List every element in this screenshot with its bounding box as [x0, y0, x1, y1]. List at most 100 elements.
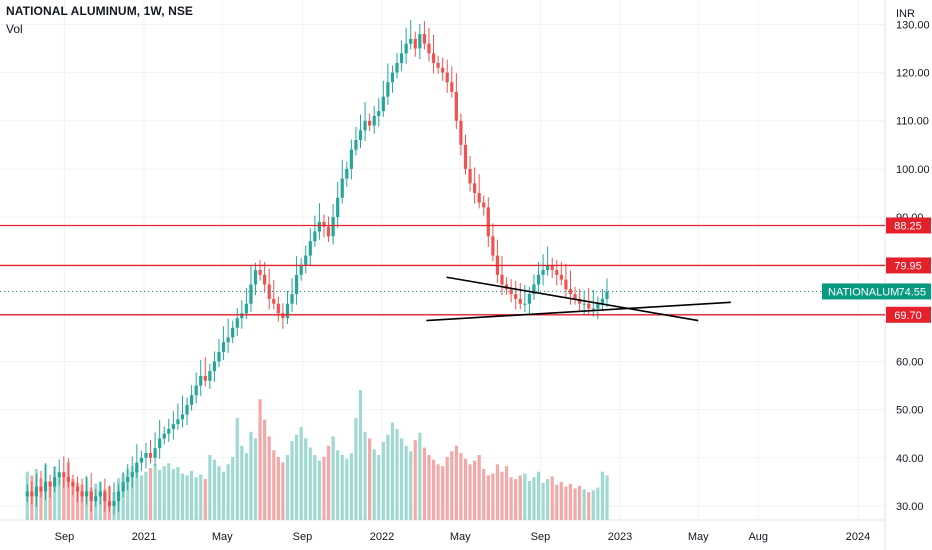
candle-body [605, 291, 609, 299]
volume-bar [212, 459, 217, 520]
price-tags: 88.25 79.95 69.70 NATIONALUM 74.55 [822, 217, 931, 323]
volume-bar [605, 475, 609, 520]
candle-body [43, 481, 48, 492]
volume-bar [600, 471, 605, 520]
candle-body [368, 120, 372, 126]
candle-body [390, 72, 395, 83]
volume-bar [217, 466, 221, 520]
candle-body [536, 274, 541, 285]
candle-body [422, 34, 427, 44]
x-tick-label: May [212, 531, 233, 543]
volume-bar [281, 462, 285, 520]
candle-body [381, 96, 385, 112]
volume-bar [500, 471, 504, 520]
volume-bar [313, 455, 317, 520]
candle-body [395, 62, 399, 73]
x-tick-label: 2023 [608, 531, 632, 543]
volume-bar [431, 459, 436, 520]
volume-bar [331, 436, 335, 520]
candle-body [116, 491, 121, 502]
volume-bar [395, 429, 399, 520]
volume-bar [180, 473, 185, 520]
candle-body [39, 486, 43, 492]
candle-body [409, 38, 413, 44]
candle-body [180, 414, 185, 420]
volume-bar [459, 453, 463, 520]
candle-body [399, 53, 404, 63]
candle-body [308, 241, 312, 256]
volume-bar [422, 447, 427, 520]
candle-body [345, 168, 349, 179]
candle-body [363, 120, 367, 131]
candle-body [98, 491, 102, 497]
candle-body [66, 477, 70, 482]
candle-body [482, 202, 486, 208]
volume-bar [253, 438, 258, 520]
currency-label: INR [896, 8, 915, 20]
candle-body [427, 43, 431, 54]
volume-bar [514, 479, 518, 520]
volume-bar [190, 470, 194, 520]
candle-body [167, 428, 171, 434]
volume-bar [130, 466, 134, 520]
candle-body [431, 53, 436, 63]
y-tick-label: 110.00 [896, 116, 929, 128]
candle-body [573, 294, 577, 299]
candle-body [94, 496, 98, 502]
volume-bar [596, 487, 600, 520]
volume-bar [550, 476, 554, 520]
candle-body [139, 457, 143, 463]
volume-bar [482, 468, 486, 520]
volume-bar [477, 455, 481, 520]
volume-bar [409, 451, 413, 520]
volume-bar [340, 455, 344, 520]
volume-bar [582, 489, 586, 520]
candle-body [596, 303, 600, 309]
volume-indicator-label[interactable]: Vol [6, 22, 23, 36]
candle-body [454, 91, 458, 121]
volume-bar [509, 477, 513, 520]
horizontal-levels [0, 224, 885, 316]
candle-body [212, 361, 217, 372]
candle-body [600, 298, 605, 304]
candle-body [322, 221, 326, 227]
trendline [446, 276, 699, 322]
candle-body [162, 433, 166, 439]
volume-bar [441, 466, 445, 520]
candle-body [158, 438, 162, 449]
volume-bar [226, 464, 230, 520]
candle-body [340, 178, 344, 198]
level-tag [886, 257, 931, 274]
volume-bar [144, 471, 148, 520]
candle-body [258, 270, 262, 275]
volume-bar [231, 456, 235, 520]
volume-bar [66, 462, 70, 520]
candle-body [249, 284, 253, 304]
level-tag [886, 306, 931, 323]
level-tag-label: 79.95 [894, 260, 922, 272]
volume-bar [263, 419, 267, 520]
candle-body [514, 294, 518, 299]
candle-body [568, 289, 573, 295]
volume-bar [427, 455, 431, 520]
candle-body [208, 371, 212, 381]
candle-body [244, 303, 248, 314]
last-price-tag [822, 283, 931, 300]
x-axis: Sep 2021 May Sep 2022 May Sep 2023 May Aug 2024 [55, 531, 871, 543]
volume-bar [473, 460, 477, 520]
candle-body [413, 38, 417, 49]
candle-body [518, 298, 522, 304]
x-tick-label: May [450, 531, 471, 543]
volume-bar [276, 456, 280, 520]
volume-bar [504, 466, 509, 520]
volume-bar [536, 471, 541, 520]
volume-bar [162, 466, 166, 520]
volume-bar [564, 486, 568, 520]
candle-body [358, 130, 363, 141]
candle-body [130, 472, 134, 478]
candle-body [578, 298, 582, 304]
volume-bar [518, 475, 522, 520]
x-tick-label: Sep [531, 531, 551, 543]
candle-body [126, 477, 130, 482]
